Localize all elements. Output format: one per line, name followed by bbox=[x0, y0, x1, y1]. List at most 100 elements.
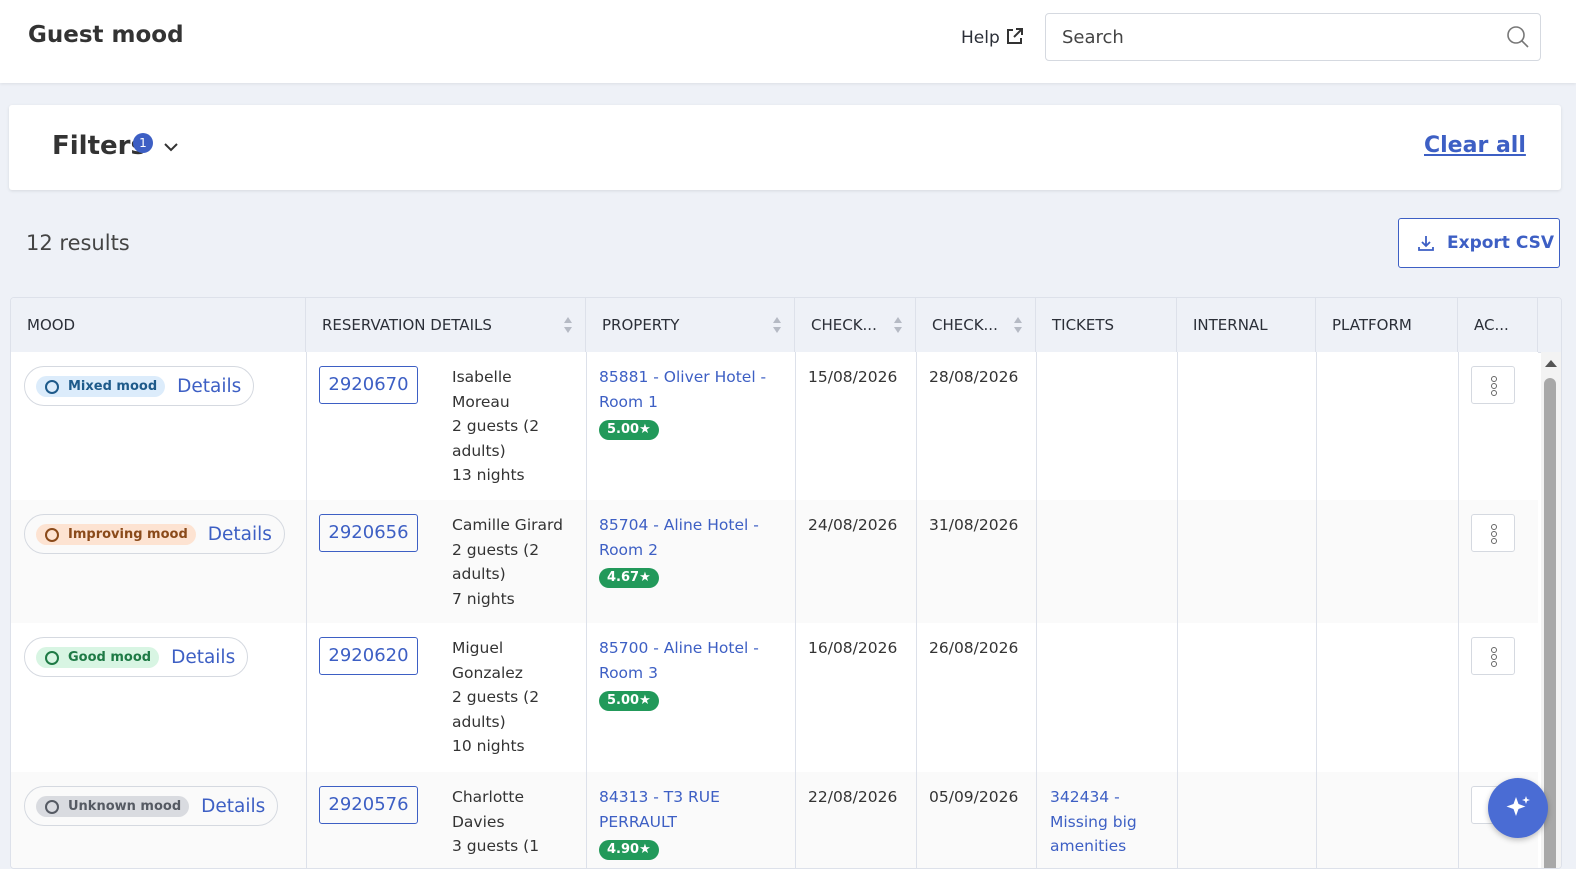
page-title: Guest mood bbox=[28, 22, 184, 48]
column-header: INTERNAL bbox=[1177, 298, 1316, 352]
guest-guest-name: Isabelle Moreau bbox=[452, 368, 512, 411]
sort-icon bbox=[894, 317, 902, 333]
export-text: Export CSV bbox=[1447, 233, 1555, 253]
check-in: 22/08/2026 bbox=[808, 788, 898, 806]
cell-divider bbox=[586, 623, 587, 772]
table-header: MOOD RESERVATION DETAILS PROPERTY CHECK... C… bbox=[11, 298, 1561, 353]
mood-cell: Improving mood Details bbox=[24, 514, 285, 554]
cell-divider bbox=[916, 772, 917, 868]
guest-nights: 10 nights bbox=[452, 737, 525, 755]
search-box[interactable]: Search bbox=[1045, 13, 1541, 61]
cell-divider bbox=[795, 352, 796, 500]
guest-nights: 7 nights bbox=[452, 589, 515, 608]
guest-guests: 3 guests (1 bbox=[452, 837, 540, 855]
kebab-dot bbox=[1491, 538, 1497, 544]
cell-divider bbox=[1177, 623, 1178, 772]
cell-divider bbox=[1177, 352, 1178, 500]
help-link[interactable]: Help bbox=[961, 26, 1025, 48]
cell-divider bbox=[306, 500, 307, 623]
rating-wrap: 4.90★ bbox=[599, 836, 774, 861]
export-csv-button[interactable]: Export CSV bbox=[1398, 218, 1560, 268]
cell-divider bbox=[795, 623, 796, 772]
actions-button[interactable] bbox=[1471, 514, 1515, 552]
reservation-button[interactable]: 2920656 bbox=[319, 514, 418, 552]
cell-divider bbox=[586, 772, 587, 868]
property-cell: 84313 - T3 RUE PERRAULT 4.90★ bbox=[599, 785, 774, 861]
property-link[interactable]: 84313 - T3 RUE PERRAULT bbox=[599, 788, 720, 831]
rating-badge: 5.00★ bbox=[599, 691, 659, 711]
check-in: 16/08/2026 bbox=[808, 639, 898, 657]
column-header[interactable]: PROPERTY bbox=[586, 298, 795, 352]
column-header[interactable]: CHECK... bbox=[795, 298, 916, 352]
mood-badge: Improving mood bbox=[36, 523, 196, 545]
kebab-dot bbox=[1491, 524, 1497, 530]
details-link[interactable]: Details bbox=[201, 795, 266, 817]
mood-badge: Good mood bbox=[36, 646, 160, 668]
guest-guest-name: Camille Girard bbox=[452, 516, 563, 534]
help-text: Help bbox=[961, 28, 1000, 48]
cell-divider bbox=[1177, 772, 1178, 868]
guest-guests: 2 guests (2 adults) bbox=[452, 688, 540, 731]
scrollbar bbox=[1541, 352, 1561, 868]
cell-divider bbox=[306, 772, 307, 868]
guest-info: Camille Girard 2 guests (2 adults) 7 night… bbox=[452, 513, 567, 611]
cell-divider bbox=[916, 500, 917, 623]
rating-wrap: 5.00★ bbox=[599, 687, 774, 712]
reservation-button[interactable]: 2920620 bbox=[319, 637, 418, 675]
ticket-link[interactable]: 342434 - Missing big amenities bbox=[1050, 788, 1137, 855]
assistant-button[interactable] bbox=[1488, 778, 1548, 838]
reservation-button[interactable]: 2920576 bbox=[319, 786, 418, 824]
cell-divider bbox=[1036, 352, 1037, 500]
sort-icon bbox=[564, 317, 572, 333]
actions-button[interactable] bbox=[1471, 366, 1515, 404]
cell-divider bbox=[1036, 623, 1037, 772]
download-icon bbox=[1418, 236, 1434, 251]
guest-guest-name: Miguel Gonzalez bbox=[452, 639, 523, 682]
kebab-dot bbox=[1491, 390, 1497, 396]
property-cell: 85704 - Aline Hotel - Room 2 4.67★ bbox=[599, 513, 774, 589]
check-in: 24/08/2026 bbox=[808, 516, 898, 534]
reservation-button[interactable]: 2920670 bbox=[319, 366, 418, 404]
property-link[interactable]: 85700 - Aline Hotel - Room 3 bbox=[599, 639, 759, 682]
results-count: 12 results bbox=[26, 231, 130, 255]
rating-wrap: 5.00★ bbox=[599, 416, 774, 441]
cell-divider bbox=[1458, 623, 1459, 772]
column-header[interactable]: RESERVATION DETAILS bbox=[306, 298, 586, 352]
cell-divider bbox=[1458, 352, 1459, 500]
check-out: 28/08/2026 bbox=[929, 368, 1019, 386]
scroll-up bbox=[1545, 360, 1557, 367]
sparkle-icon bbox=[1506, 796, 1530, 816]
mood-cell: Mixed mood Details bbox=[24, 366, 255, 406]
rating-badge: 4.67★ bbox=[599, 568, 659, 588]
column-header: MOOD bbox=[11, 298, 306, 352]
guest-guest-name: Charlotte Davies bbox=[452, 788, 524, 831]
filter-count: 1 bbox=[133, 133, 153, 153]
rating-badge: 4.90★ bbox=[599, 840, 659, 860]
details-link[interactable]: Details bbox=[177, 375, 242, 397]
filters-toggle[interactable]: Filters bbox=[52, 131, 146, 161]
column-header: AC... bbox=[1458, 298, 1538, 352]
column-header[interactable]: CHECK... bbox=[916, 298, 1036, 352]
cell-divider bbox=[1316, 352, 1317, 500]
cell-divider bbox=[1458, 500, 1459, 623]
kebab-dot bbox=[1491, 383, 1497, 389]
column-header: PLATFORM bbox=[1316, 298, 1458, 352]
clear-all[interactable]: Clear all bbox=[1424, 133, 1526, 158]
property-link[interactable]: 85881 - Oliver Hotel - Room 1 bbox=[599, 368, 767, 411]
table-row: Improving mood Details 2920656 Camille Gira… bbox=[11, 500, 1538, 624]
details-link[interactable]: Details bbox=[171, 646, 236, 668]
table: MOOD RESERVATION DETAILS PROPERTY CHECK... C… bbox=[10, 297, 1562, 869]
check-out: 26/08/2026 bbox=[929, 639, 1019, 657]
details-link[interactable]: Details bbox=[207, 523, 272, 545]
property-link[interactable]: 85704 - Aline Hotel - Room 2 bbox=[599, 516, 759, 559]
sort-icon bbox=[773, 317, 781, 333]
actions-button[interactable] bbox=[1471, 637, 1515, 675]
cell-divider bbox=[1316, 500, 1317, 623]
guest-info: Isabelle Moreau 2 guests (2 adults) 13 nig… bbox=[452, 365, 567, 488]
table-row: Mixed mood Details 2920670 Isabelle Moreau 2… bbox=[11, 352, 1538, 501]
property-cell: 85700 - Aline Hotel - Room 3 5.00★ bbox=[599, 636, 774, 712]
mood-cell: Unknown mood Details bbox=[24, 786, 279, 826]
check-in: 15/08/2026 bbox=[808, 368, 898, 386]
cell-divider bbox=[1177, 500, 1178, 623]
